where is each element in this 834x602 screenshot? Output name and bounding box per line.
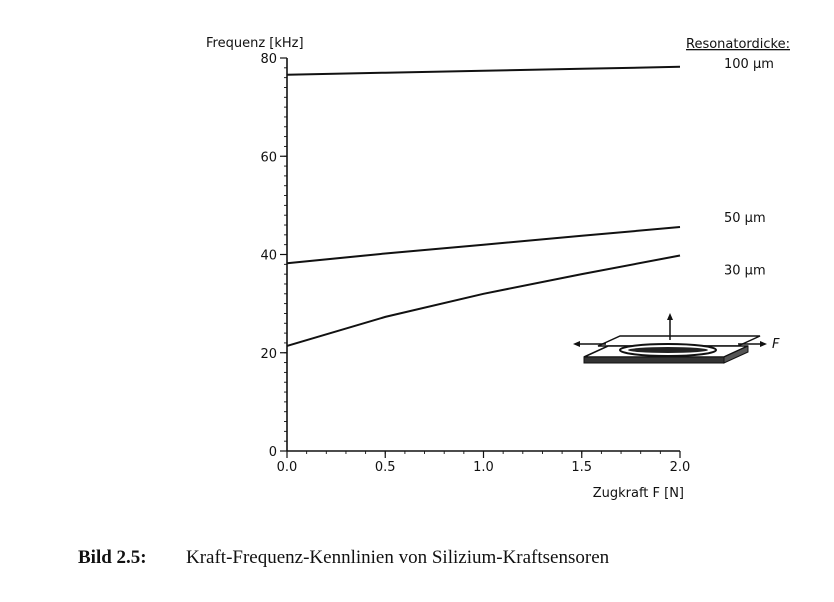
y-tick-label: 20	[260, 347, 277, 362]
x-tick-label: 0.5	[375, 460, 396, 475]
ticks	[280, 57, 681, 458]
y-tick-label: 80	[260, 52, 277, 67]
legend-title: Resonatordicke:	[686, 37, 790, 52]
x-tick-label: 2.0	[670, 460, 691, 475]
figure-caption-number: Bild 2.5:	[78, 547, 147, 568]
y-tick-label: 0	[269, 445, 277, 460]
force-label: F	[772, 337, 780, 352]
tick-labels: 0 20 40 60 80 0.0 0.5 1.0 1.5 2.0	[260, 52, 690, 475]
series-line-2	[286, 254, 681, 347]
series-label-0: 100 µm	[724, 57, 774, 72]
x-tick-label: 1.0	[473, 460, 494, 475]
series-line-0	[286, 65, 681, 76]
figure-caption-text: Kraft-Frequenz-Kennlinien von Silizium-K…	[186, 547, 610, 568]
sensor-sketch: F	[573, 313, 780, 364]
series-label-1: 50 µm	[724, 211, 766, 226]
series-line-1	[286, 226, 681, 265]
x-axis-label: Zugkraft F [N]	[593, 486, 684, 501]
minor-ticks	[284, 57, 681, 454]
series-label-2: 30 µm	[724, 263, 766, 278]
series-labels: 100 µm 50 µm 30 µm	[724, 57, 774, 279]
y-tick-label: 60	[260, 150, 277, 165]
series-group	[286, 65, 681, 347]
y-axis-label: Frequenz [kHz]	[206, 36, 304, 51]
x-tick-label: 1.5	[571, 460, 592, 475]
x-tick-label: 0.0	[277, 460, 298, 475]
y-tick-label: 40	[260, 249, 277, 264]
